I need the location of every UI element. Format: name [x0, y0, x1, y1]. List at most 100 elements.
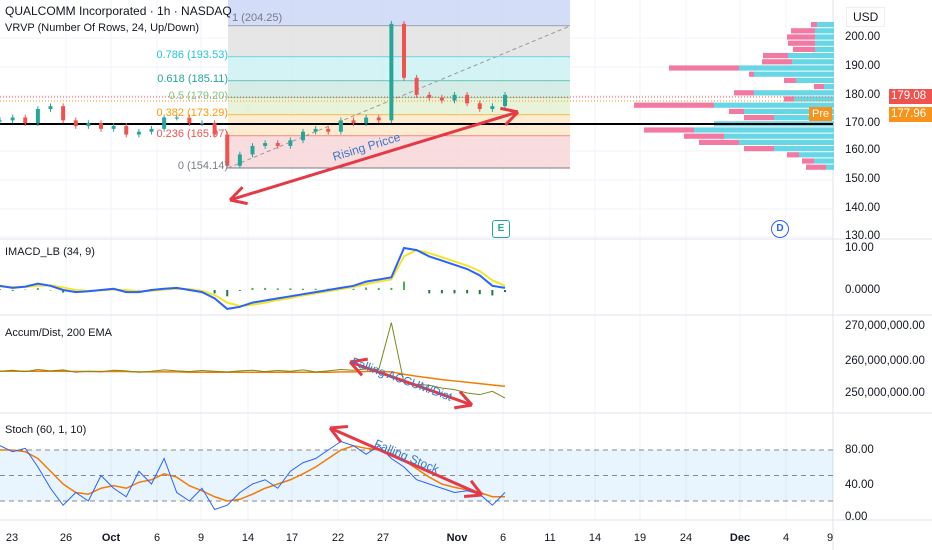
candle — [99, 123, 103, 129]
candle — [263, 143, 268, 146]
candle — [111, 126, 116, 129]
time-axis-label: Nov — [446, 532, 468, 544]
fib-level-label: 0.382 (173.29) — [156, 107, 228, 119]
volume-profile-up-bar — [774, 115, 834, 121]
macd-signal-line — [0, 249, 506, 307]
candle — [338, 120, 343, 132]
arrowhead — [463, 493, 483, 499]
arrowhead — [458, 390, 474, 407]
volume-profile-up-bar — [815, 28, 834, 34]
volume-profile-down-bar — [814, 84, 824, 90]
macd-line — [0, 246, 506, 310]
candle — [73, 120, 78, 127]
volume-profile-up-bar — [824, 84, 834, 90]
arrowhead — [229, 198, 248, 206]
volume-profile-down-bar — [744, 115, 774, 121]
volume-profile-up-bar — [754, 90, 834, 96]
candle — [477, 103, 482, 109]
fib-level-label: 0.618 (185.11) — [157, 73, 228, 85]
price-axis-label: 200.00 — [845, 31, 881, 43]
candle — [427, 94, 432, 98]
arrowhead — [328, 427, 343, 444]
stoch-axis-label: 80.00 — [845, 444, 874, 456]
arrowhead — [500, 106, 519, 114]
price-axis-label: 130.00 — [845, 230, 881, 242]
vrvp-legend[interactable]: VRVP (Number Of Rows, 24, Up/Down) — [5, 22, 199, 34]
stoch-legend[interactable]: Stoch (60, 1, 10) — [5, 424, 87, 436]
volume-profile-down-bar — [787, 34, 815, 40]
candle — [414, 77, 419, 95]
arrowhead — [453, 403, 473, 410]
candle — [452, 94, 457, 101]
volume-profile-up-bar — [815, 40, 834, 46]
candle — [313, 128, 318, 132]
price-axis-label: 170.00 — [845, 117, 881, 129]
time-axis-label: 24 — [679, 532, 693, 544]
candle — [376, 117, 381, 121]
candle — [288, 140, 293, 146]
earnings-icon[interactable]: E — [492, 220, 510, 238]
fib-level-label: 0 (154.14) — [177, 160, 228, 172]
volume-profile-up-bar — [815, 34, 834, 40]
arrowhead — [329, 424, 349, 430]
time-axis-label: 23 — [5, 532, 19, 544]
time-axis-label: 14 — [241, 532, 255, 544]
time-axis-label: 17 — [285, 532, 299, 544]
volume-profile-down-bar — [699, 139, 739, 145]
dividend-icon[interactable]: D — [771, 220, 789, 238]
arrowhead — [504, 110, 520, 126]
stoch-k-line — [0, 440, 506, 511]
volume-profile-down-bar — [644, 127, 694, 133]
falling-ad-arrow — [349, 360, 473, 407]
candle — [187, 117, 192, 124]
volume-profile-down-bar — [802, 158, 814, 164]
time-axis-label: 19 — [633, 532, 647, 544]
volume-profile-up-bar — [817, 22, 834, 28]
volume-profile-up-bar — [788, 53, 834, 59]
candle — [174, 117, 179, 119]
candle — [35, 109, 40, 124]
macd-legend[interactable]: IMACD_LB (34, 9) — [5, 246, 95, 258]
fib-level-label: 0.236 (165.97) — [156, 128, 228, 140]
volume-profile-down-bar — [684, 133, 724, 139]
fib-zone — [228, 57, 570, 81]
time-axis-label: 6 — [499, 532, 507, 544]
volume-profile-up-bar — [694, 127, 834, 133]
candle — [402, 23, 406, 78]
candle — [275, 143, 280, 146]
stoch-axis-label: 40.00 — [845, 479, 874, 491]
candle — [23, 117, 28, 124]
candle — [250, 145, 255, 155]
candle — [465, 94, 470, 104]
volume-profile-down-bar — [806, 164, 826, 170]
candle — [237, 154, 242, 166]
candle — [503, 94, 507, 107]
time-axis-label: 6 — [153, 532, 161, 544]
fib-zone — [228, 98, 570, 115]
arrowhead — [349, 357, 369, 364]
rising-price-arrow — [229, 110, 519, 202]
stoch-d-line — [0, 444, 505, 502]
candle — [10, 117, 15, 121]
ad-axis-label: 270,000,000.00 — [845, 320, 925, 332]
volume-profile-up-bar — [796, 77, 834, 83]
ad-axis-label: 260,000,000.00 — [845, 355, 925, 367]
candle — [48, 106, 53, 109]
time-axis-label: 22 — [331, 532, 345, 544]
time-axis-label: 11 — [544, 532, 556, 544]
candle — [351, 120, 356, 124]
fib-zone — [228, 115, 570, 136]
volume-profile-down-bar — [788, 40, 815, 46]
currency-button[interactable]: USD — [846, 7, 886, 27]
volume-profile-up-bar — [815, 46, 834, 52]
macd-axis-label: 10.00 — [845, 242, 874, 254]
time-axis-label: 27 — [376, 532, 390, 544]
volume-profile-down-bar — [734, 90, 754, 96]
falling-stoch-arrow — [329, 426, 483, 497]
price-axis-label: 160.00 — [845, 144, 881, 156]
ad-legend[interactable]: Accum/Dist, 200 EMA — [5, 327, 112, 339]
price-axis-label: 190.00 — [845, 60, 881, 72]
time-axis-label: 14 — [588, 532, 602, 544]
fib-level-label: 0.5 (179.20) — [168, 90, 228, 102]
